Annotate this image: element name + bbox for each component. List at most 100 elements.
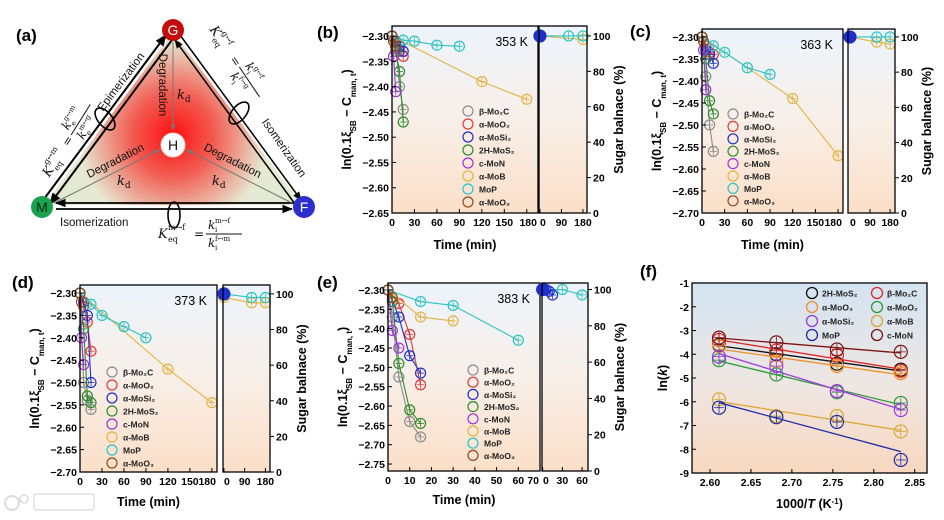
data-point [75,296,88,308]
legend-item: MoP [106,444,141,456]
panel-label: (a) [16,26,37,45]
equilibrium-ellipse-gf [228,101,250,125]
svg-text:c-MoN: c-MoN [479,159,505,169]
svg-text:2H-MoS₂: 2H-MoS₂ [822,289,858,299]
y-tick-label: 60 [593,102,605,114]
data-point [829,342,845,357]
y-tick-label: 40 [901,138,913,150]
x-tick-label: 120 [784,217,802,229]
sugar-series-2 [533,29,547,43]
svg-text:α-MoO₃: α-MoO₃ [744,196,775,206]
data-point [769,335,784,350]
data-point [719,46,731,58]
legend-item: α-MoO₃ [467,449,515,461]
svg-text:α-MoB: α-MoB [484,427,510,437]
x-tick-label: 120 [159,476,177,488]
svg-text:α-MoO₂: α-MoO₂ [744,122,775,132]
y-tick-label: −2.70 [50,467,77,479]
y-tick-label: −2.40 [362,82,389,94]
panel-c: (c) −2.30 −2.35 −2.40 −2.45 −2.50 −2.55 −2.60 −2… [630,22,934,252]
svg-text:α-MoO₂: α-MoO₂ [484,378,515,388]
y-tick-label: −2.55 [672,142,699,154]
formula-part: k [208,218,215,232]
x-tick-label: 0 [77,476,83,488]
data-point [85,376,97,389]
y-tick-label: 40 [594,393,606,405]
x-tick-label: 30 [557,475,569,487]
data-point [707,108,719,120]
legend-item: α-MoO₂ [106,379,154,391]
panel-label: (c) [630,22,651,41]
formula-part: i [244,70,252,77]
y-tick-label: −2.65 [362,208,389,220]
y-tick-label: -4 [680,349,689,361]
sugar-balance-subplot: 0 30 60 0 20 40 60 80 100 Sugar balnace (%) [536,282,627,487]
plot-frame [541,282,589,472]
data-point [397,103,409,115]
svg-text:G: G [168,22,179,38]
data-point [707,57,719,69]
y-tick-label: −2.30 [672,32,699,44]
y-tick-label: −2.70 [672,208,699,220]
legend-item: α-MoB [462,170,505,182]
plot-frame [222,284,271,473]
x-axis-label: 1000/T (K-1) [776,497,843,512]
formula-part: K [157,227,169,242]
y-tick-label: −2.65 [358,420,385,432]
x-tick-label: 150 [496,217,514,229]
legend-item: β-Mo₂C [106,366,153,378]
plot-frame [387,282,541,472]
panel-label: (d) [12,273,34,292]
y-tick-label: −2.30 [50,288,77,300]
y-tick-label: -8 [680,444,689,456]
sugar-balance-axis-label: Sugar balnace (%) [920,67,934,175]
x-tick-label: 2.65 [741,477,762,489]
fraction-bar [70,104,91,136]
data-point [85,397,97,409]
data-point [893,452,908,468]
formula-part: = [194,227,204,241]
data-point [404,328,416,341]
plot-background [539,26,587,213]
y-tick-label: 0 [594,466,600,478]
legend-item: α-MoSi₂ [727,133,776,145]
panel-a-reaction-diagram: (a) Epimerization Isomerization Isomeriz… [16,19,315,252]
fit-line [387,289,422,374]
svg-text:β-Mo₂C: β-Mo₂C [484,366,514,376]
y-tick-label: 40 [593,137,605,149]
data-point [769,359,784,374]
y-tick-label: −2.65 [672,186,699,198]
x-tick-label: 180 [257,476,275,488]
sugar-balance-axis-label: Sugar balnace (%) [613,323,627,431]
data-point [386,324,398,337]
x-tick-label: 120 [473,217,491,229]
x-tick-label: 0 [224,476,230,488]
y-tick-label: −2.35 [50,310,77,322]
data-point [386,292,398,304]
x-tick-label: 10 [404,475,416,487]
temperature-label: 363 K [800,38,833,52]
legend-item: 2H-MoS₂ [467,401,520,413]
fit-line [79,292,92,403]
svg-text:c-MoN: c-MoN [123,420,149,430]
svg-text:MoP: MoP [744,184,762,194]
sugar-series-2 [217,287,231,301]
y-tick-label: 20 [593,173,605,185]
data-point [871,31,883,43]
y-tick-label: 60 [594,357,606,369]
data-point [893,344,908,359]
y-tick-label: 0 [593,208,599,220]
y-tick-label: −2.55 [358,382,385,394]
formula-part: i [215,226,218,234]
isomerization-bottom-label: Isomerization [60,217,128,229]
data-point [829,383,845,399]
temperature-label: 373 K [174,294,207,308]
formula-part: = [59,133,76,149]
y-tick-label: −2.40 [50,333,77,345]
x-tick-label: 150 [807,217,825,229]
legend-item: α-MoO₂ [727,120,775,133]
arrow-f-to-g [174,39,296,205]
formula-part: m↔g [77,113,93,132]
